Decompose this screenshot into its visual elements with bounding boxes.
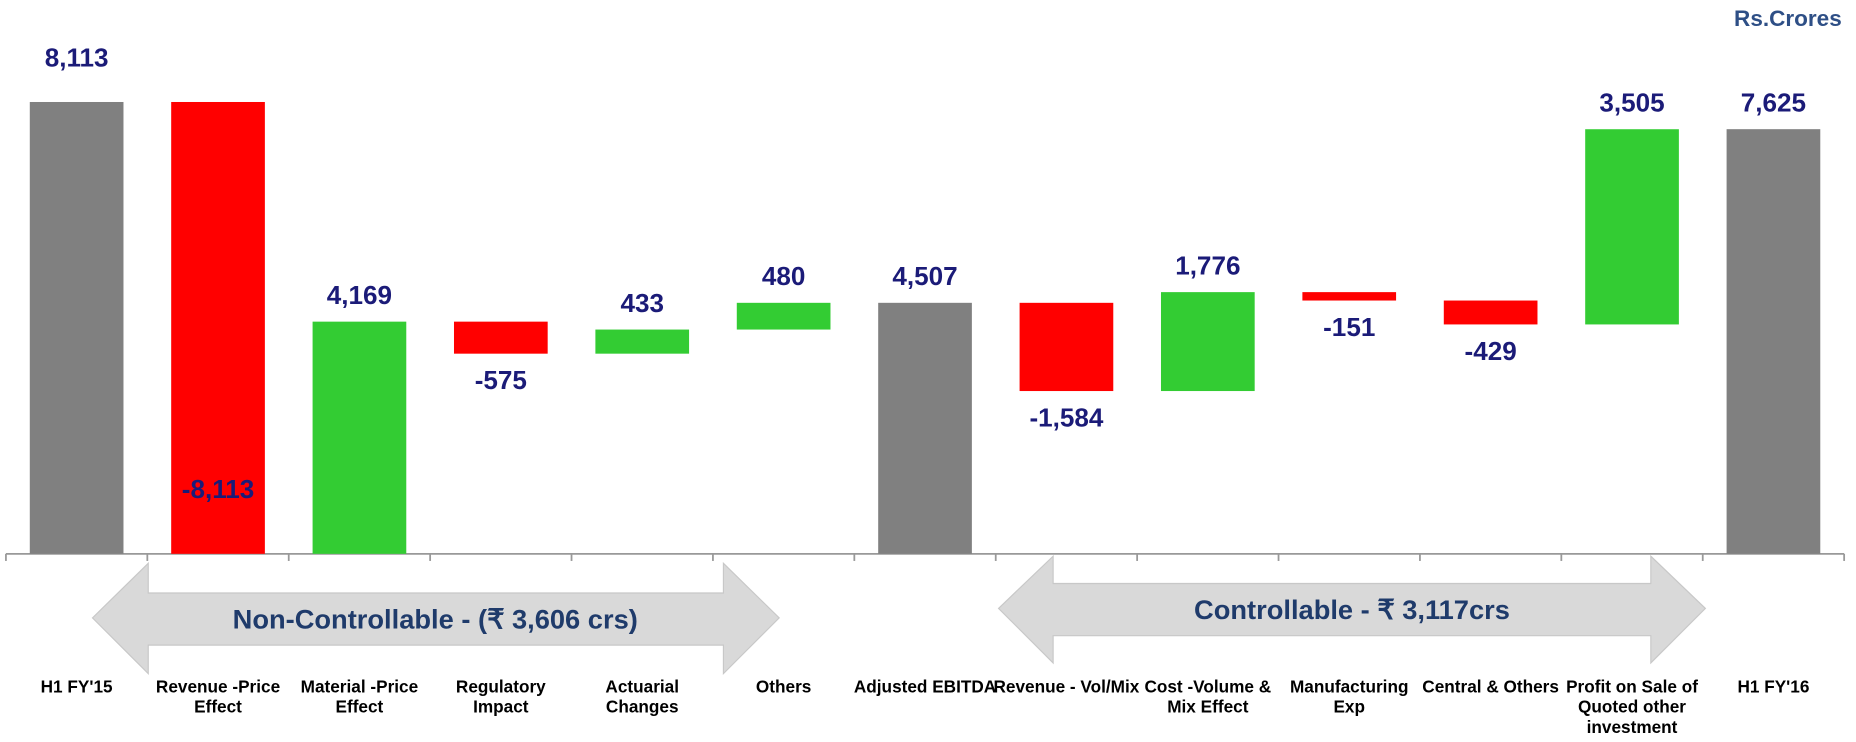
bar [1302,292,1397,301]
data-label: 433 [620,288,664,318]
data-label: 4,169 [327,280,392,310]
bar [453,321,548,354]
bar [1585,129,1679,325]
x-tick-label: Revenue -Price Effect [155,678,281,718]
data-label: 4,507 [892,261,957,291]
x-tick-label: Actuarial Changes [605,678,680,718]
data-label: 7,625 [1741,87,1806,117]
data-label: -151 [1323,312,1375,342]
x-tick-label: Adjusted EBITDA [853,678,997,698]
unit-label: Rs.Crores [1734,7,1842,33]
bar [595,329,690,354]
x-tick-label: Others [755,678,812,698]
bar [1160,292,1255,392]
bar [736,302,831,330]
data-label: 1,776 [1175,250,1240,280]
x-tick-label: Profit on Sale of Quoted other investmen… [1566,678,1698,738]
range-arrow [91,561,781,676]
x-tick-label: H1 FY'15 [40,678,113,698]
bar [1443,300,1538,325]
data-label: -1,584 [1029,403,1103,433]
data-label: 3,505 [1599,87,1664,117]
data-label: -8,113 [182,474,255,504]
bar [312,321,407,554]
x-tick-label: Manufacturing Exp [1289,678,1409,718]
data-label: -575 [475,365,527,395]
annotation: Controllable - ₹ 3,117crs [1194,594,1510,625]
x-tick-label: Revenue - Vol/Mix [993,678,1140,698]
bar [29,101,124,554]
range-arrow [997,554,1707,665]
x-tick-label: Cost -Volume & Mix Effect [1144,678,1272,718]
bar [878,302,972,554]
bar [1726,129,1821,554]
x-tick-label: H1 FY'16 [1737,678,1810,698]
x-tick-label: Material -Price Effect [300,678,419,718]
bar [171,101,265,554]
x-tick-label: Regulatory Impact [455,678,546,718]
data-label: 480 [762,261,806,291]
data-label: -429 [1465,336,1517,366]
annotation: Non-Controllable - (₹ 3,606 crs) [233,604,638,635]
bar [1019,302,1114,392]
x-tick-label: Central & Others [1422,678,1559,698]
data-label: 8,113 [45,42,109,72]
